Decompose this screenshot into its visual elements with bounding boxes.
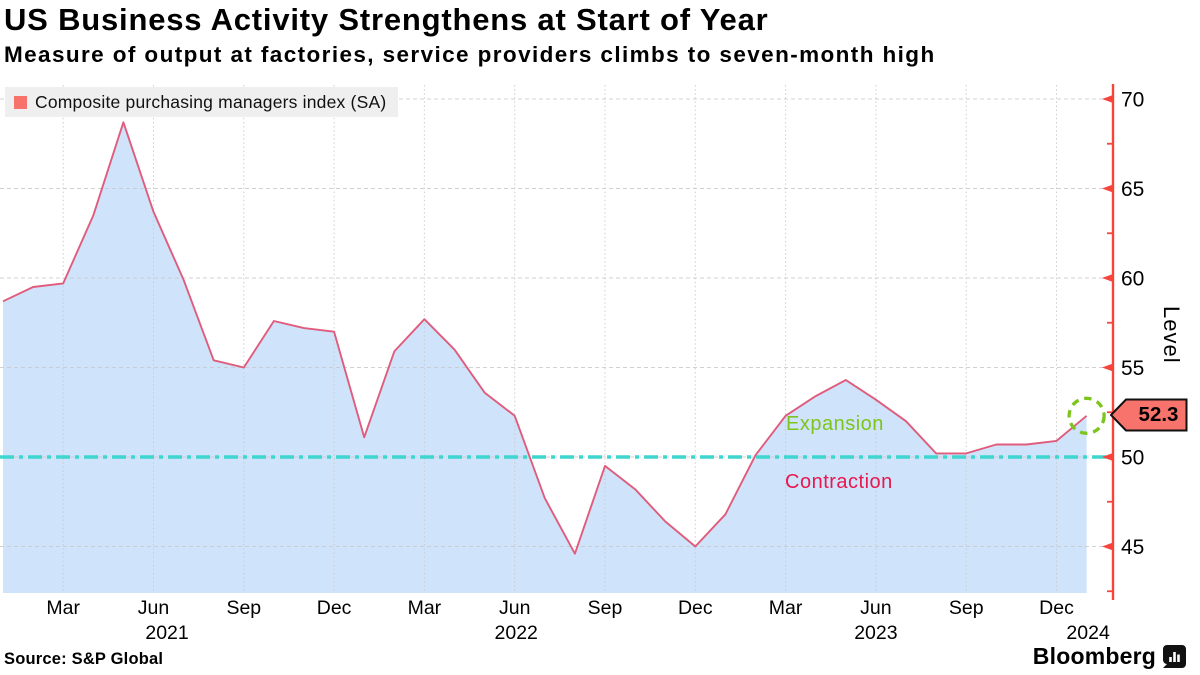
y-tick-label: 50 bbox=[1121, 447, 1144, 470]
y-tick-label: 70 bbox=[1121, 89, 1144, 112]
x-tick-label: Sep bbox=[949, 597, 984, 619]
x-tick-label: Jun bbox=[499, 597, 530, 619]
y-tick-label: 45 bbox=[1121, 536, 1144, 559]
source-note: Source: S&P Global bbox=[4, 650, 164, 668]
y-major-tick bbox=[1102, 542, 1113, 551]
series-line bbox=[2, 121, 1088, 555]
expansion-label: Expansion bbox=[786, 413, 884, 435]
page-subtitle: Measure of output at factories, service … bbox=[4, 42, 936, 67]
legend-swatch-icon bbox=[14, 95, 27, 109]
year-label: 2023 bbox=[854, 622, 897, 644]
year-label: 2022 bbox=[495, 622, 538, 644]
bloomberg-wordmark: Bloomberg bbox=[1032, 643, 1156, 669]
legend-label: Composite purchasing managers index (SA) bbox=[35, 91, 387, 112]
x-tick-label: Mar bbox=[46, 597, 80, 619]
contraction-label: Contraction bbox=[785, 471, 893, 493]
y-tick-label: 65 bbox=[1121, 178, 1144, 201]
x-tick-label: Dec bbox=[678, 597, 713, 619]
y-major-tick bbox=[1102, 184, 1113, 193]
y-tick-label: 55 bbox=[1121, 357, 1144, 380]
x-tick-label: Sep bbox=[226, 597, 261, 619]
bloomberg-logo: Bloomberg bbox=[1033, 643, 1186, 670]
x-tick-label: Dec bbox=[1039, 597, 1074, 619]
last-point-highlight-circle bbox=[1067, 396, 1106, 435]
x-tick-label: Dec bbox=[317, 597, 352, 619]
x-tick-label: Sep bbox=[588, 597, 623, 619]
y-tick-label: 60 bbox=[1121, 268, 1144, 291]
y-major-tick bbox=[1102, 274, 1113, 282]
y-major-tick bbox=[1102, 95, 1113, 103]
x-tick-label: Mar bbox=[769, 597, 803, 619]
last-value-text: 52.3 bbox=[1138, 403, 1179, 426]
y-major-tick bbox=[1102, 453, 1113, 461]
last-value-badge: 52.3 bbox=[1110, 398, 1188, 432]
legend: Composite purchasing managers index (SA) bbox=[5, 87, 399, 117]
x-tick-label: Mar bbox=[408, 597, 442, 619]
year-label: 2024 bbox=[1066, 622, 1110, 644]
area-fill bbox=[3, 122, 1087, 594]
year-label: 2021 bbox=[145, 622, 188, 644]
bloomberg-terminal-icon bbox=[1163, 645, 1186, 668]
page-title: US Business Activity Strengthens at Star… bbox=[4, 2, 769, 37]
y-axis-label: Level bbox=[1159, 306, 1184, 364]
badge-shape bbox=[1110, 398, 1188, 432]
x-tick-label: Jun bbox=[138, 597, 169, 619]
y-major-tick bbox=[1102, 363, 1113, 372]
x-tick-label: Jun bbox=[860, 597, 891, 619]
